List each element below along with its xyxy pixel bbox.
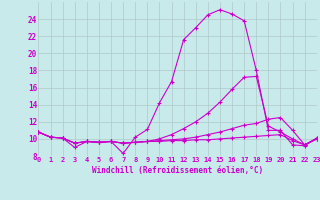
- X-axis label: Windchill (Refroidissement éolien,°C): Windchill (Refroidissement éolien,°C): [92, 166, 263, 175]
